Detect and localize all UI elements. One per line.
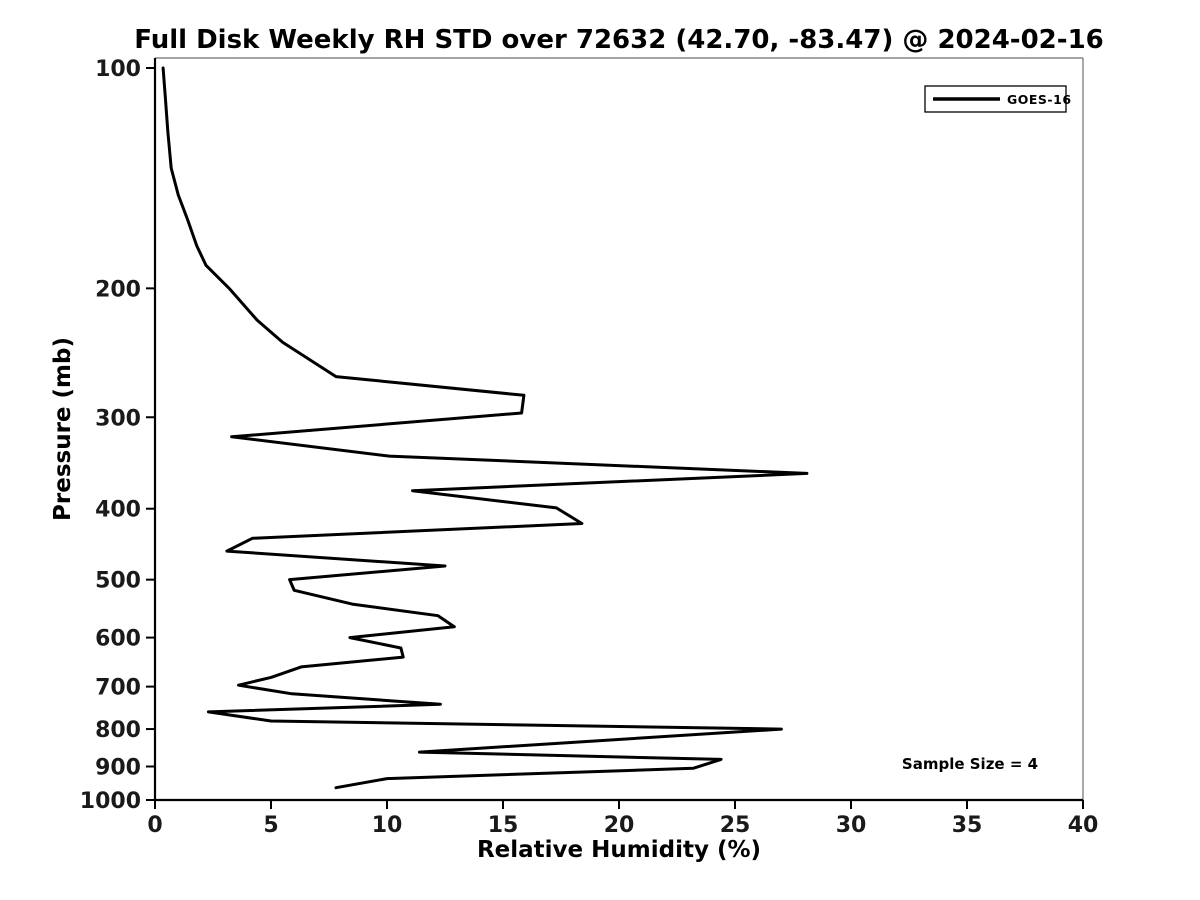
y-tick-label: 100 xyxy=(95,57,141,82)
x-tick-label: 10 xyxy=(372,813,403,838)
x-tick-label: 5 xyxy=(263,813,278,838)
x-tick-label: 30 xyxy=(836,813,867,838)
y-tick-label: 300 xyxy=(95,406,141,431)
x-tick-label: 25 xyxy=(720,813,751,838)
legend: GOES-16 xyxy=(924,85,1072,113)
x-axis-ticks: 0 5 10 15 20 25 30 35 40 xyxy=(147,800,1098,838)
y-tick-label: 500 xyxy=(95,569,141,594)
y-tick-label: 800 xyxy=(95,718,141,743)
x-axis-label: Relative Humidity (%) xyxy=(477,837,761,863)
y-axis-label: Pressure (mb) xyxy=(50,337,76,521)
legend-label: GOES-16 xyxy=(1007,92,1072,107)
y-tick-label: 1000 xyxy=(80,789,141,814)
sample-size-annotation: Sample Size = 4 xyxy=(902,755,1038,773)
y-tick-label: 200 xyxy=(95,277,141,302)
y-tick-label: 600 xyxy=(95,627,141,652)
y-tick-label: 900 xyxy=(95,756,141,781)
x-tick-label: 40 xyxy=(1068,813,1099,838)
x-tick-label: 15 xyxy=(488,813,519,838)
x-tick-label: 35 xyxy=(952,813,983,838)
x-tick-label: 20 xyxy=(604,813,635,838)
plot-frame xyxy=(153,57,1084,802)
x-tick-label: 0 xyxy=(147,813,162,838)
y-tick-label: 400 xyxy=(95,498,141,523)
y-axis-ticks: 100 200 300 400 500 600 700 800 900 1000 xyxy=(80,57,155,814)
chart-title: Full Disk Weekly RH STD over 72632 (42.7… xyxy=(134,25,1104,55)
goes16-series-line xyxy=(161,66,809,790)
y-tick-label: 700 xyxy=(95,676,141,701)
